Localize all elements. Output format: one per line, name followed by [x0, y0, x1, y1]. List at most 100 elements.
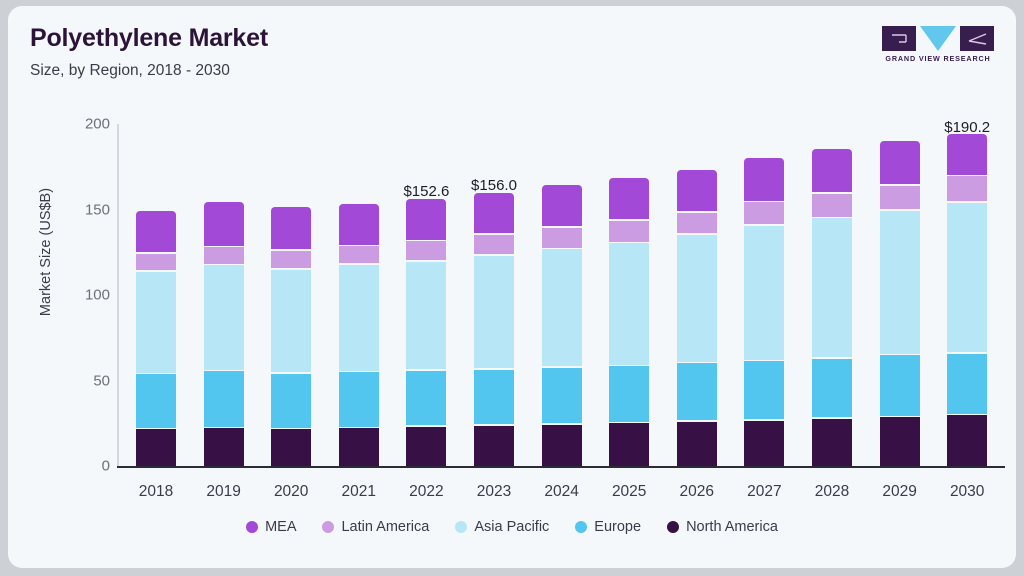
bar-segment[interactable] — [203, 247, 244, 264]
bar-segment[interactable] — [271, 207, 312, 250]
bar-segment[interactable] — [744, 158, 785, 201]
bar-segment[interactable] — [338, 203, 379, 245]
bar-group[interactable] — [877, 124, 923, 466]
bar-segment[interactable] — [676, 363, 717, 421]
bar-segment[interactable] — [609, 366, 650, 422]
bar-group[interactable] — [741, 124, 787, 466]
bar-group[interactable] — [471, 124, 517, 466]
bar-segment[interactable] — [744, 202, 785, 225]
bar-segment[interactable] — [406, 370, 447, 426]
bar-segment[interactable] — [474, 255, 514, 369]
stacked-bar[interactable] — [541, 185, 582, 466]
bar-segment[interactable] — [744, 361, 785, 419]
bar-segment[interactable] — [406, 198, 447, 240]
bar-segment[interactable] — [136, 374, 176, 428]
legend-label: Asia Pacific — [474, 519, 550, 535]
bar-segment[interactable] — [676, 421, 717, 466]
bar-segment[interactable] — [812, 193, 852, 217]
x-tick-label: 2023 — [476, 483, 512, 500]
bar-segment[interactable] — [474, 425, 514, 466]
legend-item[interactable]: MEA — [246, 519, 296, 535]
bar-segment[interactable] — [879, 210, 920, 354]
bar-segment[interactable] — [947, 353, 988, 414]
bar-segment[interactable] — [676, 212, 717, 234]
bar-segment[interactable] — [609, 220, 650, 242]
stacked-bar[interactable] — [879, 140, 920, 466]
bar-segment[interactable] — [676, 234, 717, 362]
bar-segment[interactable] — [203, 428, 244, 466]
x-tick-label: 2022 — [409, 483, 444, 500]
bar-segment[interactable] — [947, 415, 988, 466]
stacked-bar[interactable] — [203, 202, 244, 466]
bar-group[interactable] — [606, 124, 652, 466]
stacked-bar[interactable] — [609, 178, 650, 466]
stacked-bar[interactable] — [947, 134, 988, 466]
bar-segment[interactable] — [203, 371, 244, 427]
legend-item[interactable]: North America — [667, 519, 778, 535]
bar-segment[interactable] — [271, 429, 312, 466]
bar-group[interactable] — [133, 124, 179, 466]
bar-segment[interactable] — [541, 227, 582, 248]
stacked-bar[interactable] — [676, 169, 717, 466]
stacked-bar[interactable] — [136, 210, 176, 466]
bar-segment[interactable] — [947, 134, 988, 175]
bar-segment[interactable] — [338, 428, 379, 466]
stacked-bar[interactable] — [474, 192, 514, 466]
bar-group[interactable] — [674, 124, 720, 466]
bar-segment[interactable] — [744, 420, 785, 466]
y-tick-label: 50 — [93, 372, 110, 389]
bar-group[interactable] — [944, 124, 990, 466]
legend-item[interactable]: Latin America — [322, 519, 429, 535]
bar-segment[interactable] — [744, 225, 785, 360]
bar-segment[interactable] — [879, 355, 920, 416]
bar-segment[interactable] — [271, 373, 312, 428]
bar-segment[interactable] — [203, 265, 244, 370]
bar-segment[interactable] — [812, 418, 852, 466]
bar-segment[interactable] — [947, 202, 988, 353]
bar-segment[interactable] — [136, 271, 176, 373]
bar-segment[interactable] — [271, 250, 312, 269]
bar-group[interactable] — [539, 124, 585, 466]
bar-segment[interactable] — [136, 210, 176, 252]
stacked-bar[interactable] — [744, 158, 785, 466]
bar-segment[interactable] — [609, 178, 650, 220]
bar-segment[interactable] — [474, 192, 514, 234]
bar-group[interactable] — [201, 124, 247, 466]
bar-group[interactable] — [336, 124, 382, 466]
bar-group[interactable] — [809, 124, 855, 466]
bar-segment[interactable] — [406, 427, 447, 466]
bar-segment[interactable] — [271, 269, 312, 373]
bar-segment[interactable] — [879, 185, 920, 209]
bar-segment[interactable] — [812, 149, 852, 193]
stacked-bar[interactable] — [406, 198, 447, 466]
bar-segment[interactable] — [609, 243, 650, 365]
bar-segment[interactable] — [338, 264, 379, 371]
bar-segment[interactable] — [406, 261, 447, 370]
stacked-bar[interactable] — [271, 207, 312, 466]
bar-segment[interactable] — [879, 140, 920, 185]
bar-segment[interactable] — [474, 234, 514, 255]
bar-segment[interactable] — [338, 372, 379, 427]
bar-segment[interactable] — [812, 358, 852, 418]
bar-segment[interactable] — [541, 367, 582, 424]
bar-segment[interactable] — [812, 218, 852, 358]
bar-segment[interactable] — [541, 249, 582, 367]
bar-segment[interactable] — [609, 423, 650, 466]
bar-segment[interactable] — [474, 369, 514, 425]
bar-segment[interactable] — [947, 176, 988, 202]
bar-segment[interactable] — [338, 246, 379, 264]
stacked-bar[interactable] — [338, 203, 379, 466]
bar-group[interactable] — [268, 124, 314, 466]
bar-segment[interactable] — [541, 424, 582, 466]
bar-segment[interactable] — [406, 241, 447, 261]
bar-segment[interactable] — [541, 185, 582, 227]
legend-item[interactable]: Asia Pacific — [455, 519, 549, 535]
stacked-bar[interactable] — [812, 149, 852, 466]
bar-segment[interactable] — [879, 417, 920, 466]
bar-segment[interactable] — [136, 429, 176, 466]
legend-item[interactable]: Europe — [575, 519, 641, 535]
bar-segment[interactable] — [203, 202, 244, 246]
bar-segment[interactable] — [676, 169, 717, 212]
bar-segment[interactable] — [136, 253, 176, 271]
bar-group[interactable] — [403, 124, 449, 466]
